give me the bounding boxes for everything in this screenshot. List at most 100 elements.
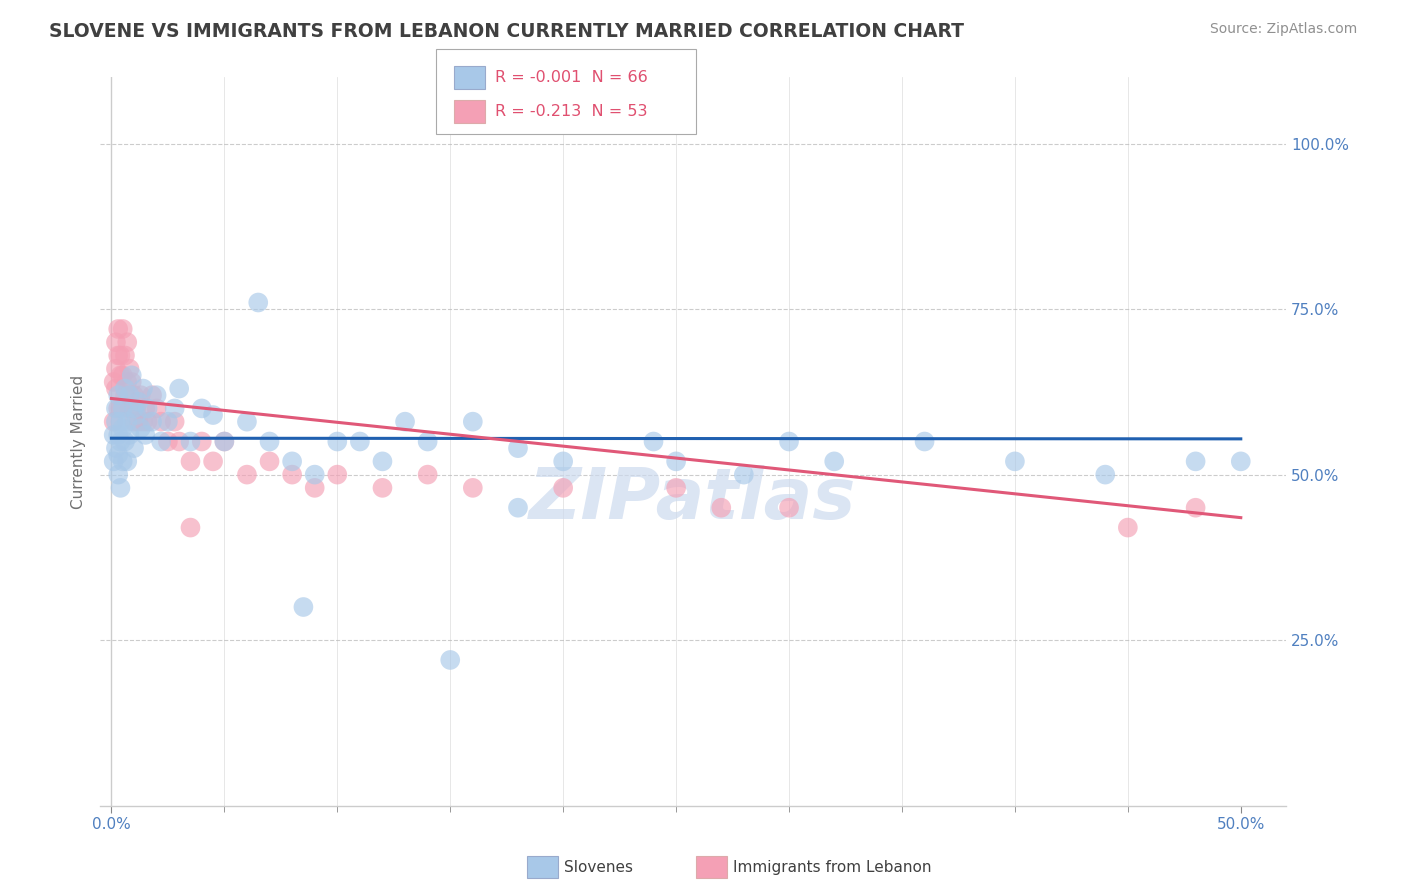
Point [115,335,138,350]
Point [114,434,136,449]
Point [349,434,371,449]
Point [111,322,134,336]
Point [179,434,201,449]
Point [104,401,127,416]
Point [439,653,461,667]
Point [107,428,129,442]
Point [118,388,141,402]
Point [111,368,134,383]
Point [778,434,800,449]
Point [281,467,304,482]
Point [118,361,141,376]
Point [167,434,190,449]
Point [122,415,145,429]
Point [103,375,125,389]
Point [665,454,688,468]
Point [111,421,134,435]
Point [778,500,800,515]
Point [118,401,141,416]
Point [167,382,190,396]
Point [823,454,845,468]
Point [371,454,394,468]
Point [122,441,145,455]
Text: R = -0.001  N = 66: R = -0.001 N = 66 [495,70,648,85]
Point [115,454,138,468]
Point [114,382,136,396]
Point [1184,454,1206,468]
Point [125,408,148,422]
Point [104,335,127,350]
Point [110,349,132,363]
Point [304,481,326,495]
Point [107,467,129,482]
Point [156,434,179,449]
Point [104,361,127,376]
Text: ZIPatlas: ZIPatlas [529,466,856,534]
Point [115,415,138,429]
Point [122,401,145,416]
Point [553,454,575,468]
Point [326,467,349,482]
Point [132,382,155,396]
Point [202,454,225,468]
Text: R = -0.213  N = 53: R = -0.213 N = 53 [495,104,647,119]
Point [665,481,688,495]
Point [129,421,152,435]
Y-axis label: Currently Married: Currently Married [72,375,86,508]
Point [416,467,439,482]
Text: Immigrants from Lebanon: Immigrants from Lebanon [733,860,931,874]
Point [1229,454,1251,468]
Point [141,388,163,402]
Point [1004,454,1026,468]
Point [110,481,132,495]
Point [156,415,179,429]
Point [128,394,150,409]
Text: SLOVENE VS IMMIGRANTS FROM LEBANON CURRENTLY MARRIED CORRELATION CHART: SLOVENE VS IMMIGRANTS FROM LEBANON CURRE… [49,22,965,41]
Point [304,467,326,482]
Point [110,415,132,429]
Point [150,415,173,429]
Point [191,401,214,416]
Point [506,500,529,515]
Point [107,448,129,462]
Point [110,401,132,416]
Point [114,388,136,402]
Point [416,434,439,449]
Point [371,481,394,495]
Point [107,349,129,363]
Point [710,500,733,515]
Text: Source: ZipAtlas.com: Source: ZipAtlas.com [1209,22,1357,37]
Point [1094,467,1116,482]
Point [107,401,129,416]
Point [643,434,665,449]
Point [179,454,201,468]
Point [104,382,127,396]
Point [247,295,270,310]
Point [111,401,134,416]
Point [118,428,141,442]
Point [202,408,225,422]
Point [121,375,143,389]
Point [236,467,259,482]
Point [110,368,132,383]
Point [110,434,132,449]
Point [553,481,575,495]
Point [259,434,281,449]
Point [103,428,125,442]
Point [145,401,167,416]
Point [214,434,236,449]
Point [914,434,936,449]
Point [107,322,129,336]
Point [136,415,159,429]
Point [214,434,236,449]
Point [103,415,125,429]
Point [134,401,156,416]
Point [104,415,127,429]
Point [121,368,143,383]
Point [326,434,349,449]
Point [163,415,186,429]
Point [292,600,315,615]
Point [191,434,214,449]
Text: Slovenes: Slovenes [564,860,633,874]
Point [394,415,416,429]
